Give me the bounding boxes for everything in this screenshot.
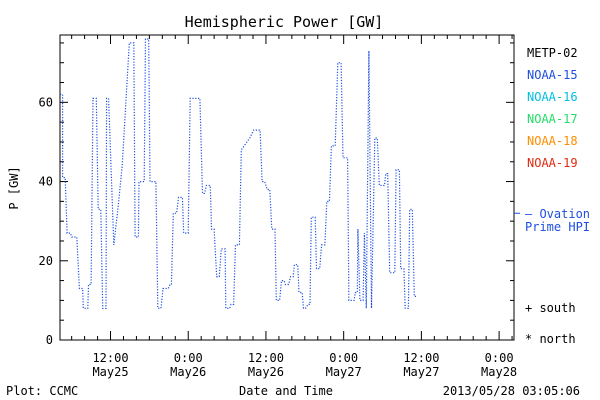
y-tick-label: 60	[39, 95, 53, 109]
ovation-label-line2: Prime HPI	[525, 220, 590, 234]
legend: METP-02 NOAA-15 NOAA-16 NOAA-17 NOAA-18 NOAA-…	[527, 46, 578, 170]
y-axis-label: P [GW]	[7, 166, 21, 209]
legend-entry: METP-02	[527, 46, 578, 60]
y-tick-label: 40	[39, 175, 53, 189]
x-tick-label: 0:00	[174, 351, 203, 365]
footer-timestamp: 2013/05/28 03:05:06	[443, 384, 580, 398]
legend-entry: NOAA-16	[527, 90, 578, 104]
y-tick-label: 0	[46, 333, 53, 347]
x-tick-date-label: May27	[403, 365, 439, 379]
chart-title: Hemispheric Power [GW]	[185, 13, 384, 31]
ovation-label: — Ovation	[525, 207, 590, 221]
y-tick-label: 20	[39, 254, 53, 268]
x-tick-label: 12:00	[92, 351, 128, 365]
annotations: — Ovation Prime HPI + south * north	[514, 207, 590, 346]
series-line-noaa-15	[60, 38, 417, 309]
legend-entry: NOAA-17	[527, 112, 578, 126]
x-tick-date-label: May27	[326, 365, 362, 379]
x-axis-label: Date and Time	[239, 384, 333, 398]
x-tick-date-label: May26	[170, 365, 206, 379]
x-tick-label: 12:00	[248, 351, 284, 365]
x-tick-label: 0:00	[485, 351, 514, 365]
south-marker-label: + south	[525, 301, 576, 315]
x-tick-label: 0:00	[329, 351, 358, 365]
legend-entry: NOAA-19	[527, 156, 578, 170]
north-marker-label: * north	[525, 332, 576, 346]
legend-entry: NOAA-18	[527, 134, 578, 148]
series-layer	[60, 38, 417, 309]
plot-frame	[59, 34, 515, 341]
x-axis: 12:00May250:00May2612:00May260:00May2712…	[71, 35, 517, 379]
x-tick-date-label: May26	[248, 365, 284, 379]
x-tick-date-label: May25	[92, 365, 128, 379]
legend-entry: NOAA-15	[527, 68, 578, 82]
footer-plot-credit: Plot: CCMC	[6, 384, 78, 398]
x-tick-label: 12:00	[403, 351, 439, 365]
x-tick-date-label: May28	[481, 365, 517, 379]
y-axis: 0 20 40 60	[39, 42, 514, 347]
